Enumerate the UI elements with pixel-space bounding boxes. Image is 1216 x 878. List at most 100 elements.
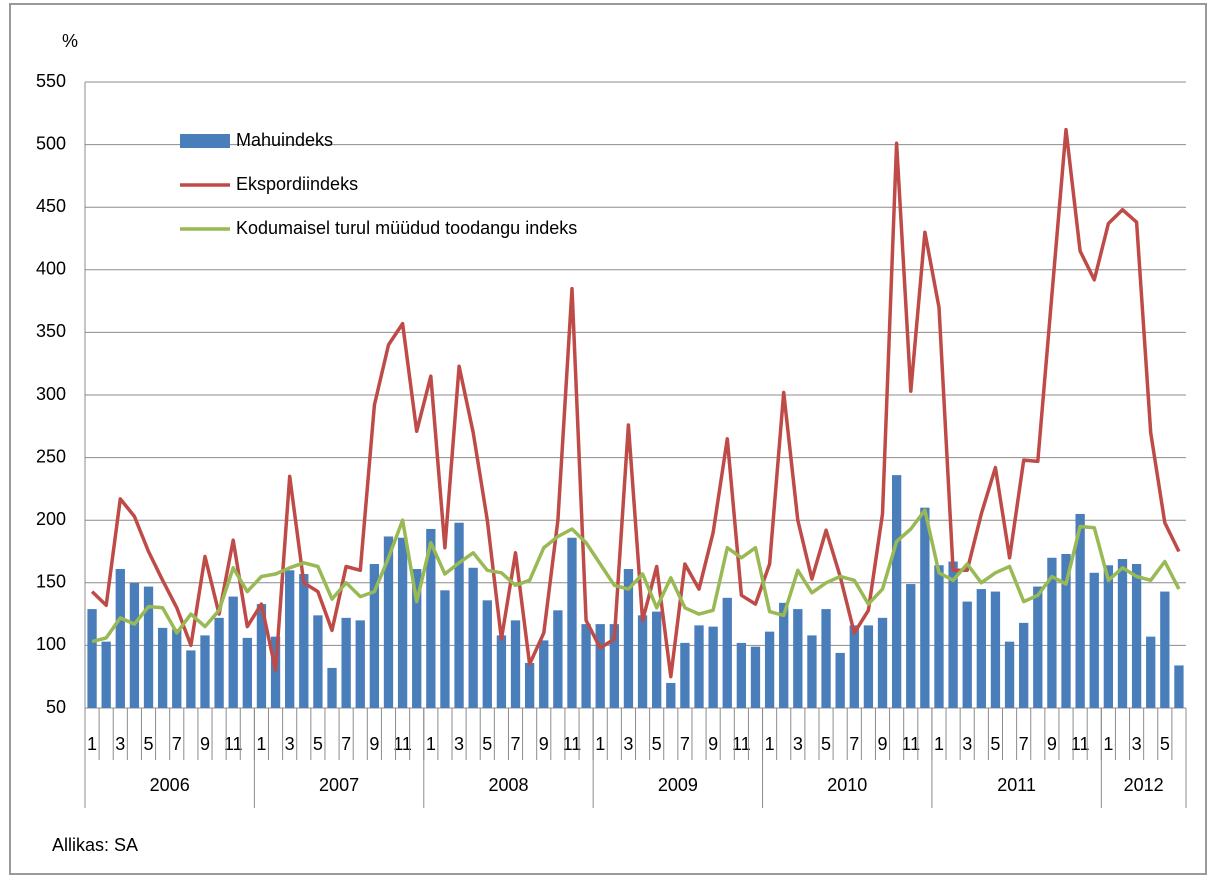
y-tick-label: 350: [36, 321, 66, 341]
bar: [313, 615, 323, 708]
bar: [976, 589, 986, 708]
y-unit: %: [62, 31, 78, 51]
bar: [793, 609, 803, 708]
x-tick-label: 5: [990, 734, 1000, 754]
x-tick-label: 1: [426, 734, 436, 754]
bar: [1004, 641, 1015, 708]
bar: [355, 620, 365, 708]
bar: [736, 642, 747, 708]
y-tick-label: 200: [36, 509, 66, 529]
y-tick-label: 450: [36, 196, 66, 216]
bar: [496, 635, 507, 708]
y-tick-label: 400: [36, 259, 66, 279]
x-tick-label: 1: [87, 734, 97, 754]
bar: [510, 620, 521, 708]
bar: [228, 596, 238, 708]
x-tick-label: 5: [313, 734, 323, 754]
x-tick-label: 7: [849, 734, 859, 754]
x-tick-label: 9: [878, 734, 888, 754]
bar: [863, 625, 874, 708]
x-tick-label: 11: [563, 734, 582, 754]
bar: [920, 507, 930, 708]
bar: [1146, 636, 1156, 708]
year-label: 2011: [997, 775, 1036, 795]
x-tick-label: 1: [256, 734, 266, 754]
year-label: 2008: [488, 775, 528, 795]
bar: [764, 631, 775, 708]
bar: [779, 602, 789, 708]
bar: [694, 625, 704, 708]
x-tick-label: 1: [1103, 734, 1113, 754]
bar: [623, 569, 634, 708]
bar: [369, 564, 380, 708]
bar: [807, 635, 817, 708]
year-label: 2009: [658, 775, 698, 795]
bar: [891, 475, 902, 708]
x-tick-label: 1: [934, 734, 944, 754]
x-tick-label: 9: [200, 734, 210, 754]
bar: [242, 637, 252, 708]
x-tick-label: 9: [708, 734, 718, 754]
x-tick-label: 11: [393, 734, 412, 754]
bar: [849, 625, 859, 708]
bar: [637, 615, 648, 708]
bar: [708, 626, 718, 708]
bar: [412, 569, 422, 708]
x-tick-label: 5: [144, 734, 154, 754]
y-tick-label: 300: [36, 384, 66, 404]
bar: [524, 662, 535, 708]
x-tick-label: 7: [341, 734, 351, 754]
bar: [426, 528, 436, 708]
source-note: Allikas: SA: [52, 835, 138, 855]
x-tick-label: 3: [793, 734, 803, 754]
y-tick-label: 500: [36, 133, 66, 153]
y-tick-label: 150: [36, 572, 66, 592]
bar: [553, 610, 563, 708]
year-label: 2006: [150, 775, 190, 795]
x-tick-label: 3: [285, 734, 295, 754]
bar: [1089, 572, 1099, 708]
bar: [1047, 557, 1057, 708]
y-tick-label: 100: [36, 634, 66, 654]
bar: [299, 574, 309, 708]
bar: [397, 537, 408, 708]
x-tick-label: 9: [1047, 734, 1057, 754]
legend-label: Ekspordiindeks: [236, 174, 358, 194]
year-label: 2007: [319, 775, 359, 795]
bar: [270, 636, 281, 708]
bar: [186, 650, 196, 708]
bar: [609, 624, 619, 708]
x-tick-label: 5: [1160, 734, 1170, 754]
bar: [341, 617, 351, 708]
bar: [539, 640, 549, 708]
bar: [200, 635, 210, 708]
x-tick-label: 3: [454, 734, 464, 754]
bar: [101, 641, 111, 708]
bar: [1131, 564, 1142, 708]
x-tick-label: 11: [901, 734, 920, 754]
bar: [157, 627, 168, 708]
bar: [383, 536, 394, 708]
legend-label: Kodumaisel turul müüdud toodangu indeks: [236, 218, 577, 238]
x-tick-label: 7: [511, 734, 521, 754]
bar: [440, 590, 450, 708]
bar: [1033, 586, 1043, 708]
x-tick-label: 9: [369, 734, 379, 754]
x-tick-label: 11: [732, 734, 751, 754]
x-tick-label: 3: [115, 734, 125, 754]
bar: [934, 565, 944, 708]
bar: [454, 522, 464, 708]
bar: [962, 601, 972, 708]
x-tick-label: 3: [1132, 734, 1142, 754]
bar: [821, 609, 831, 708]
bar: [990, 591, 1001, 708]
bar: [1160, 591, 1170, 708]
x-tick-label: 7: [1019, 734, 1029, 754]
line-series: [91, 508, 1181, 644]
x-tick-label: 3: [623, 734, 633, 754]
bar: [680, 642, 690, 708]
bar: [214, 617, 224, 708]
year-label: 2010: [827, 775, 867, 795]
year-label: 2012: [1124, 775, 1164, 795]
